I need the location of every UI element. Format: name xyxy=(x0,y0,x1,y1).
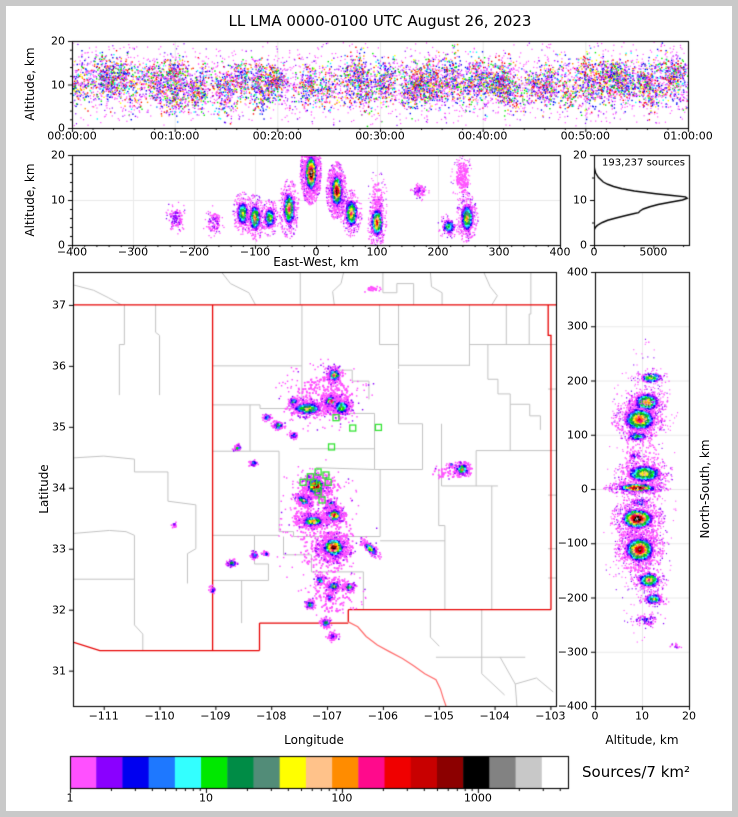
time-axis-tick-label: 00:10:00 xyxy=(149,129,200,143)
lat-tick-label: 36 xyxy=(52,359,66,373)
time-axis-tick-label: 00:20:00 xyxy=(252,129,303,143)
ew-ytick-label: 0 xyxy=(58,238,65,252)
lon-tick-label: −109 xyxy=(200,709,231,723)
ns-ytick-label: 100 xyxy=(567,428,588,442)
lat-tick-label: 32 xyxy=(52,603,66,617)
map-ylabel: Latitude xyxy=(37,464,51,514)
map-xlabel: Longitude xyxy=(284,733,344,747)
ns-ytick-label: −300 xyxy=(557,645,588,659)
colorbar-tick-label: 1 xyxy=(66,791,74,805)
ns-ytick-label: 300 xyxy=(567,319,588,333)
hist-xtick-label: 5000 xyxy=(639,245,668,259)
lon-tick-label: −103 xyxy=(535,709,566,723)
hist-ytick-label: 0 xyxy=(580,238,587,252)
ew-axis-tick-label: 200 xyxy=(427,245,449,259)
ew-axis-tick-label: 100 xyxy=(366,245,388,259)
ns-ytick-label: −100 xyxy=(557,536,588,550)
ew-axis-tick-label: −300 xyxy=(117,245,149,259)
colorbar-tick-label: 10 xyxy=(198,791,213,805)
lon-tick-label: −108 xyxy=(256,709,287,723)
lon-tick-label: −111 xyxy=(88,709,119,723)
colorbar-tick-label: 1000 xyxy=(463,791,492,805)
lat-tick-label: 33 xyxy=(52,542,66,556)
time-height-ylabel: Altitude, km xyxy=(23,47,37,121)
ns-xtick-label: 20 xyxy=(682,709,696,723)
ew-axis-tick-label: 300 xyxy=(488,245,510,259)
time-axis-tick-label: 00:50:00 xyxy=(560,129,611,143)
ns-xtick-label: 0 xyxy=(591,709,599,723)
time-axis-tick-label: 00:30:00 xyxy=(355,129,405,143)
lon-tick-label: −105 xyxy=(423,709,454,723)
ew-axis-tick-label: 400 xyxy=(549,245,571,259)
ew-axis-tick-label: −400 xyxy=(56,245,88,259)
colorbar-tick-label: 100 xyxy=(331,791,353,805)
ew-ytick-label: 20 xyxy=(51,148,65,162)
lon-tick-label: −104 xyxy=(479,709,510,723)
lon-tick-label: −106 xyxy=(367,709,398,723)
ew-axis-tick-label: −200 xyxy=(178,245,210,259)
ns-cross-xlabel: Altitude, km xyxy=(605,733,679,747)
lat-tick-label: 35 xyxy=(52,420,66,434)
ns-ytick-label: −400 xyxy=(557,699,588,713)
ew-ytick-label: 10 xyxy=(51,193,65,207)
ns-ytick-label: 400 xyxy=(567,265,588,279)
time-height-ytick-label: 0 xyxy=(58,121,65,135)
ns-xtick-label: 10 xyxy=(635,709,649,723)
hist-ytick-label: 20 xyxy=(573,148,587,162)
ns-ytick-label: 0 xyxy=(581,482,588,496)
ns-ytick-label: 200 xyxy=(567,374,588,387)
ew-cross-ylabel: Altitude, km xyxy=(23,163,37,237)
time-axis-tick-label: 01:00:00 xyxy=(663,129,713,143)
ew-axis-tick-label: 0 xyxy=(312,245,320,259)
time-axis-tick-label: 00:00:00 xyxy=(47,129,97,143)
time-axis-tick-label: 00:40:00 xyxy=(457,129,508,143)
lon-tick-label: −107 xyxy=(311,709,343,723)
ew-axis-tick-label: −100 xyxy=(239,245,271,259)
ns-ytick-label: −200 xyxy=(557,591,588,604)
hist-xtick-label: 0 xyxy=(590,245,598,259)
lat-tick-label: 31 xyxy=(52,664,66,678)
ns-cross-ylabel: North-South, km xyxy=(698,439,712,539)
lon-tick-label: −110 xyxy=(144,709,175,723)
time-height-ytick-label: 10 xyxy=(51,78,65,91)
figure-title: LL LMA 0000-0100 UTC August 26, 2023 xyxy=(228,12,532,30)
time-height-ytick-label: 20 xyxy=(51,34,65,48)
hist-ytick-label: 10 xyxy=(573,193,587,207)
colorbar-label: Sources/7 km² xyxy=(582,763,691,781)
lat-tick-label: 37 xyxy=(52,298,66,312)
ew-cross-xlabel: East-West, km xyxy=(273,255,359,269)
source-count-annotation: 193,237 sources xyxy=(602,157,685,169)
lat-tick-label: 34 xyxy=(52,481,66,495)
